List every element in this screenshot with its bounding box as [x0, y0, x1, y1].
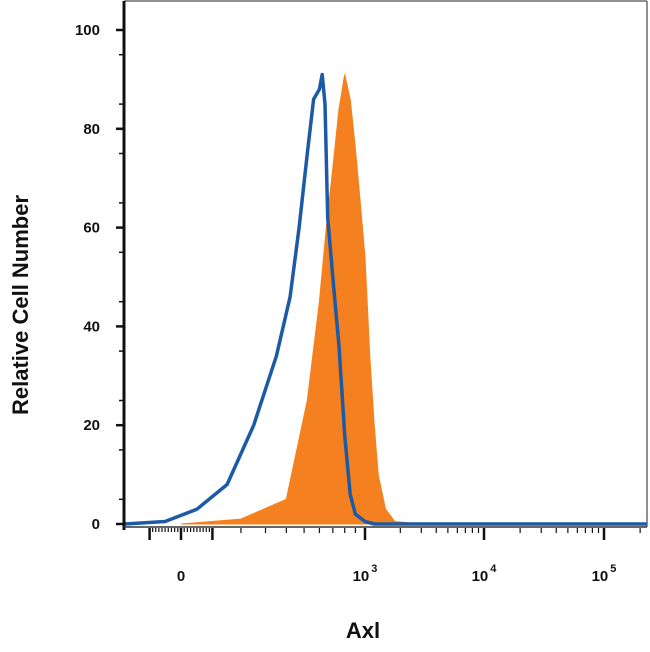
x-tick-label: 10 5: [592, 563, 617, 585]
y-tick-label: 0: [92, 516, 100, 533]
series-outline-histogram: [123, 72, 647, 526]
x-axis-ticks: [148, 528, 641, 540]
x-axis-title: Axl: [346, 618, 380, 643]
x-axis-tick-labels: 0 10 3 10 4 10 5: [177, 563, 617, 585]
series-layer: [123, 72, 647, 526]
axes-layer: [122, 1, 647, 530]
plot-frame: [124, 0, 648, 527]
y-tick-label: 20: [83, 417, 100, 434]
y-tick-label: 80: [83, 121, 100, 138]
y-tick-label: 100: [75, 22, 100, 39]
x-tick-label: 0: [177, 568, 185, 585]
series-filled-histogram: [180, 74, 647, 525]
y-tick-label: 60: [83, 220, 100, 237]
y-tick-label: 40: [83, 318, 100, 335]
y-axis-ticks: 0 20 40 60 80 100: [75, 22, 124, 533]
x-tick-label: 10 3: [353, 563, 378, 585]
x-tick-label: 10 4: [472, 563, 498, 585]
y-axis-title: Relative Cell Number: [8, 195, 33, 416]
